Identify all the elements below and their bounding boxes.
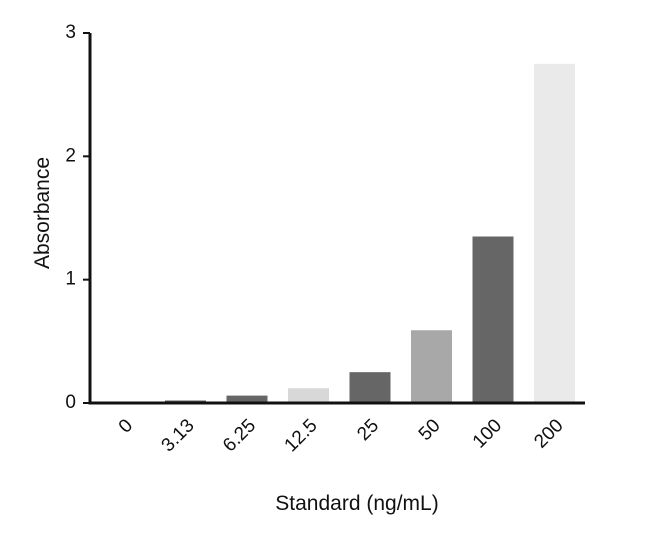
- y-tick-label: 0: [65, 392, 76, 413]
- bar: [288, 388, 329, 403]
- x-tick-label: 50: [415, 415, 445, 445]
- y-tick-label: 1: [65, 269, 76, 290]
- x-tick-label: 3.13: [158, 415, 199, 456]
- bar: [411, 330, 452, 403]
- x-tick-label: 0: [115, 415, 137, 437]
- x-tick-label: 6.25: [219, 415, 260, 456]
- bar: [534, 63, 575, 403]
- bar: [349, 372, 391, 403]
- x-axis-label: Standard (ng/mL): [275, 492, 438, 515]
- x-tick-label: 200: [530, 415, 567, 452]
- bar: [226, 395, 268, 403]
- y-tick-label: 3: [65, 22, 76, 43]
- x-tick-label: 12.5: [281, 415, 322, 456]
- x-tick-label: 25: [353, 415, 383, 445]
- y-tick-label: 2: [65, 145, 76, 166]
- bar: [472, 236, 514, 403]
- y-axis-label: Absorbance: [31, 157, 54, 269]
- x-tick-label: 100: [469, 415, 506, 452]
